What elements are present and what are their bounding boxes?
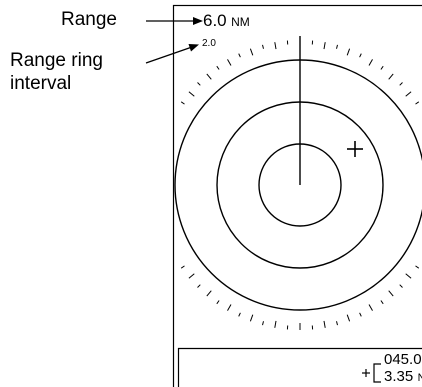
bearing-tick — [388, 290, 394, 297]
range-value: 6.0 — [203, 11, 227, 30]
bearing-tick — [346, 48, 351, 56]
bearing-tick — [206, 290, 212, 297]
bearing-tick — [249, 48, 254, 56]
cursor-bearing: 045.0° — [384, 351, 422, 368]
bearing-tick — [388, 73, 394, 80]
range-readout: 6.0 NM — [203, 12, 250, 30]
crosshair-cursor-icon — [347, 141, 363, 157]
ring-interval-value: 2.0 — [202, 38, 216, 49]
cursor-distance-value: 3.35 — [384, 368, 414, 385]
ring-interval-leader-arrow — [145, 44, 199, 64]
range-callout-label: Range — [61, 9, 117, 30]
bearing-tick — [399, 82, 403, 86]
bearing-tick — [238, 312, 241, 317]
bearing-tick — [180, 101, 185, 105]
range-leader-arrow — [146, 17, 203, 25]
bearing-tick — [359, 53, 362, 58]
bearing-tick — [405, 273, 412, 279]
bearing-tick — [359, 312, 362, 317]
bearing-tick — [197, 284, 201, 288]
bearing-tick — [188, 91, 195, 97]
bearing-tick — [368, 59, 373, 66]
range-ring-interval-callout-label-line2: interval — [10, 73, 72, 94]
bearing-tick — [249, 314, 254, 322]
bearing-tick — [216, 300, 220, 305]
cursor-distance-unit: NM — [417, 372, 422, 384]
bearing-tick — [274, 320, 277, 328]
bearing-tick — [188, 273, 195, 279]
range-ring-interval-callout-label: Range ring — [10, 50, 103, 71]
screen-frame — [172, 4, 422, 387]
bearing-tick — [197, 82, 201, 86]
bearing-tick — [180, 265, 185, 269]
bearing-tick — [415, 101, 420, 105]
bearing-tick — [336, 321, 338, 326]
bearing-tick — [346, 314, 351, 322]
range-unit: NM — [231, 15, 250, 29]
bracket-icon — [362, 363, 381, 383]
bearing-tick — [262, 321, 264, 326]
bearing-tick — [238, 53, 241, 58]
bearing-scale — [180, 40, 420, 330]
bearing-tick — [380, 65, 384, 70]
bearing-tick — [336, 44, 338, 49]
bearing-tick — [206, 73, 212, 80]
bearing-tick — [323, 42, 326, 50]
bearing-tick — [368, 304, 373, 311]
bearing-tick — [274, 42, 277, 50]
bearing-tick — [227, 59, 232, 66]
bearing-tick — [380, 300, 384, 305]
bearing-tick — [399, 284, 403, 288]
cursor-distance: 3.35 NM — [384, 369, 422, 385]
bearing-tick — [405, 91, 412, 97]
range-ring-outer — [174, 59, 422, 311]
bearing-tick — [415, 265, 420, 269]
bearing-tick — [323, 320, 326, 328]
bearing-tick — [216, 65, 220, 70]
bearing-tick — [227, 304, 232, 311]
bearing-tick — [262, 44, 264, 49]
